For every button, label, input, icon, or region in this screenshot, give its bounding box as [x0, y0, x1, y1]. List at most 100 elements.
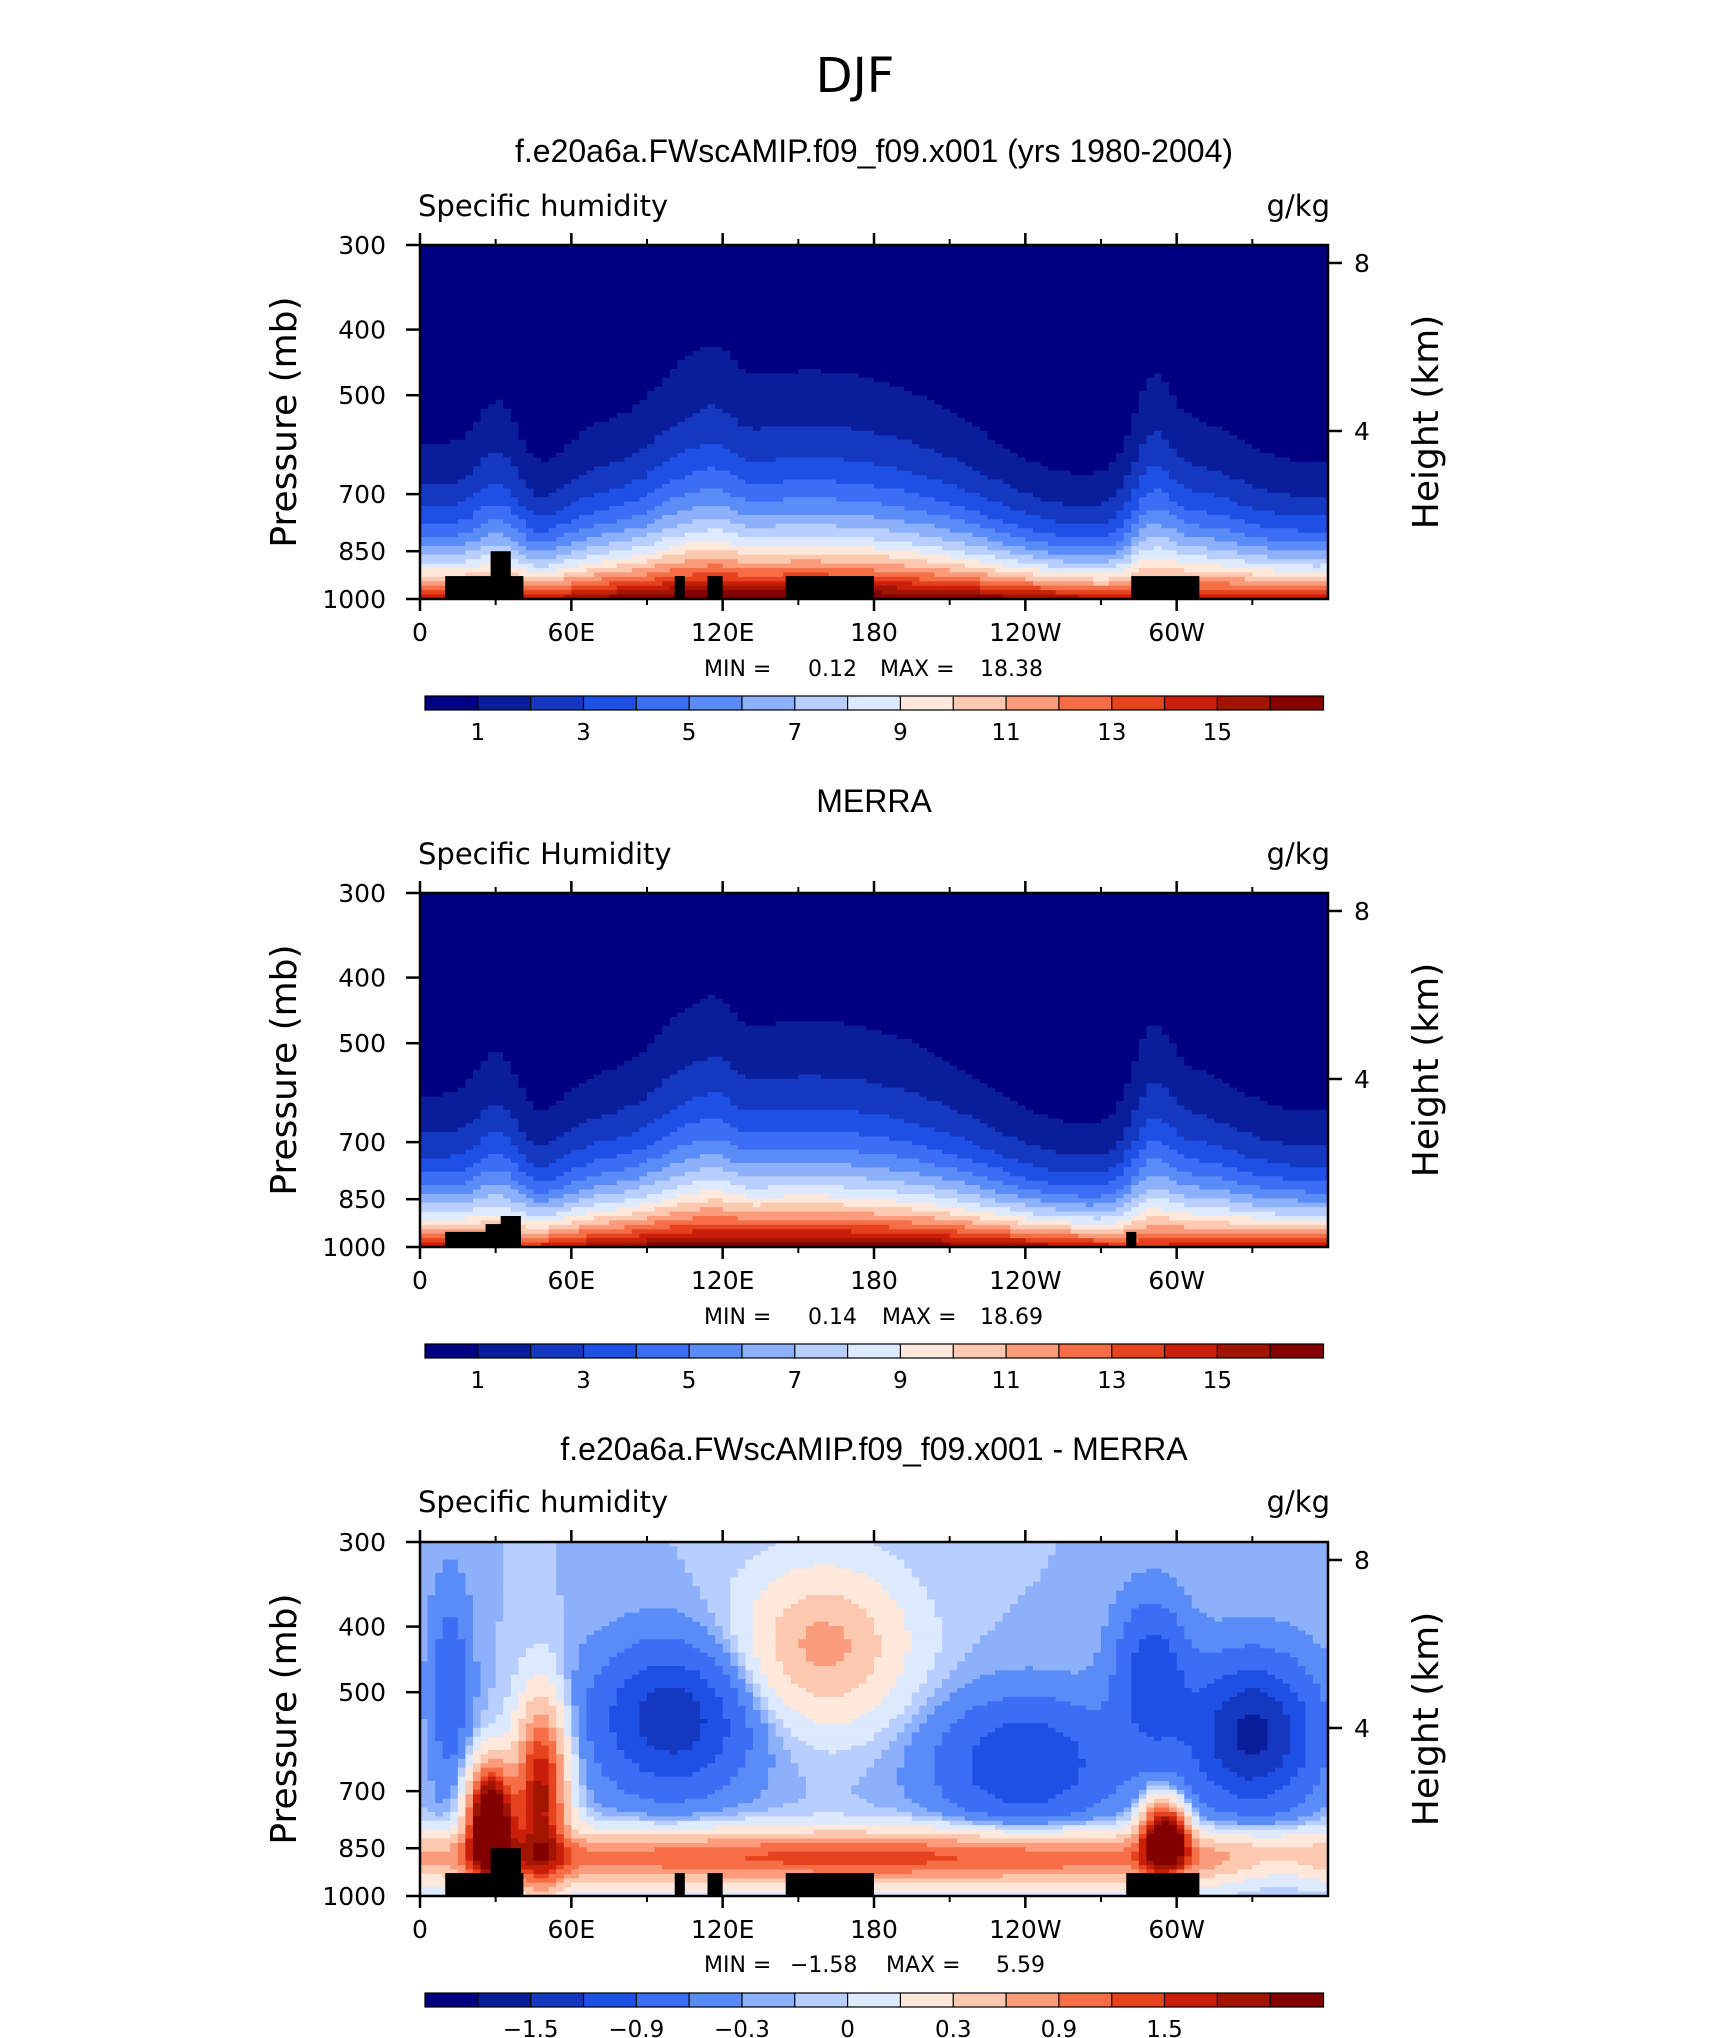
- contour-cell: [472, 1634, 497, 1640]
- contour-cell: [548, 1847, 557, 1853]
- contour-cell: [669, 497, 746, 503]
- contour-cell: [533, 1758, 550, 1764]
- contour-cell: [874, 545, 943, 551]
- contour-cell: [556, 1869, 572, 1875]
- contour-cell: [1199, 523, 1261, 529]
- contour-cell: [1108, 1608, 1132, 1614]
- contour-cell: [571, 1087, 656, 1093]
- contour-cell: [949, 568, 996, 574]
- contour-cell: [1138, 1838, 1147, 1844]
- contour-cell: [760, 1590, 890, 1596]
- contour-cell: [979, 426, 1132, 432]
- contour-cell: [427, 1643, 436, 1649]
- contour-cell: [904, 1626, 943, 1632]
- contour-cell: [624, 1754, 716, 1760]
- contour-cell: [571, 541, 610, 547]
- contour-cell: [979, 492, 1034, 498]
- contour-cell: [654, 1220, 913, 1226]
- contour-cell: [677, 1070, 739, 1076]
- contour-cell: [1146, 1847, 1185, 1853]
- contour-cell: [578, 1665, 603, 1671]
- contour-cell: [525, 448, 565, 454]
- contour-cell: [420, 1065, 482, 1071]
- contour-cell: [435, 1670, 466, 1676]
- contour-cell: [647, 1193, 678, 1199]
- contour-cell: [821, 559, 928, 565]
- contour-cell: [420, 1603, 429, 1609]
- contour-cell: [1320, 563, 1328, 569]
- contour-cell: [707, 563, 724, 569]
- contour-cell: [601, 1171, 648, 1177]
- contour-cell: [964, 1207, 1011, 1213]
- contour-cell: [420, 1758, 429, 1764]
- contour-cell: [1138, 1167, 1178, 1173]
- contour-cell: [586, 1710, 610, 1716]
- contour-cell: [911, 1643, 943, 1649]
- contour-cell: [737, 422, 973, 428]
- contour-cell: [1131, 1180, 1140, 1186]
- contour-cell: [1063, 1789, 1117, 1795]
- contour-cell: [495, 1674, 512, 1680]
- contour-cell: [563, 1171, 603, 1177]
- contour-cell: [722, 1207, 913, 1213]
- contour-cell: [730, 1180, 905, 1186]
- contour-cell: [427, 1595, 474, 1601]
- contour-cell: [556, 1665, 565, 1671]
- contour-cell: [556, 1577, 693, 1583]
- contour-cell: [1290, 1780, 1322, 1786]
- contour-cell: [783, 497, 837, 503]
- contour-cell: [1116, 1665, 1132, 1671]
- contour-cell: [435, 1723, 466, 1729]
- contour-cell: [730, 1599, 754, 1605]
- units-label: g/kg: [1267, 1485, 1330, 1519]
- contour-cell: [578, 475, 648, 481]
- contour-cell: [1131, 1145, 1147, 1151]
- contour-cell: [503, 576, 565, 582]
- contour-cell: [1063, 1865, 1132, 1871]
- contour-cell: [518, 1670, 557, 1676]
- contour-cell: [654, 439, 913, 445]
- contour-cell: [1010, 550, 1049, 556]
- contour-cell: [752, 1705, 762, 1711]
- contour-cell: [752, 1608, 784, 1614]
- contour-cell: [563, 1612, 625, 1618]
- contour-cell: [586, 1727, 610, 1733]
- contour-cell: [1123, 1838, 1140, 1844]
- contour-cell: [1138, 541, 1178, 547]
- contour-cell: [518, 1825, 527, 1831]
- contour-cell: [1017, 1136, 1125, 1142]
- contour-cell: [768, 1745, 784, 1751]
- contour-cell: [979, 559, 1019, 565]
- contour-cell: [692, 1572, 739, 1578]
- contour-cell: [1305, 1745, 1328, 1751]
- contour-cell: [563, 1803, 572, 1809]
- contour-cell: [563, 594, 610, 599]
- contour-cell: [881, 1701, 913, 1707]
- contour-cell: [518, 1727, 527, 1733]
- contour-cell: [1169, 1798, 1178, 1804]
- contour-cell: [1176, 1127, 1238, 1133]
- contour-cell: [578, 1745, 595, 1751]
- max-label: MAX =: [882, 1305, 957, 1330]
- contour-cell: [495, 1652, 527, 1658]
- contour-cell: [1108, 1167, 1125, 1173]
- contour-cell: [510, 1158, 527, 1164]
- contour-cell: [510, 1834, 527, 1840]
- contour-cell: [571, 1758, 580, 1764]
- colorbar-box: [1111, 695, 1166, 711]
- contour-cell: [571, 1670, 603, 1676]
- contour-cell: [662, 1136, 890, 1142]
- contour-cell: [1214, 1710, 1284, 1716]
- contour-cell: [911, 1719, 928, 1725]
- contour-cell: [919, 1043, 1140, 1049]
- contour-cell: [737, 1811, 815, 1817]
- contour-cell: [1131, 1216, 1147, 1222]
- contour-cell: [533, 1100, 557, 1106]
- contour-cell: [1275, 510, 1328, 516]
- contour-cell: [480, 408, 512, 414]
- contour-cell: [639, 1710, 701, 1716]
- contour-cell: [1131, 1158, 1147, 1164]
- contour-cell: [1237, 1670, 1269, 1676]
- contour-cell: [1290, 1732, 1306, 1738]
- contour-cell: [525, 1096, 565, 1102]
